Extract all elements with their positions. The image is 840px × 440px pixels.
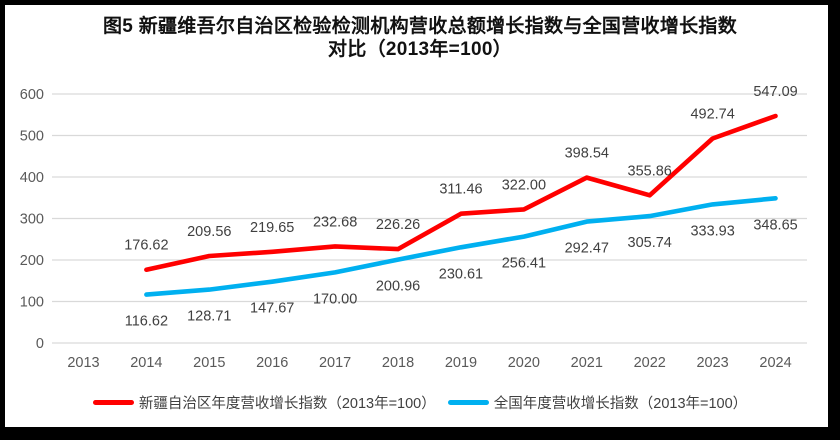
data-label-national: 170.00	[313, 291, 357, 307]
data-label-xinjiang: 226.26	[376, 217, 420, 233]
data-label-xinjiang: 232.68	[313, 214, 357, 230]
data-label-xinjiang: 398.54	[565, 146, 609, 162]
data-label-national: 292.47	[565, 241, 609, 257]
y-axis-tick-label: 100	[20, 295, 44, 311]
chart-title-line1: 图5 新疆维吾尔自治区检验检测机构营收总额增长指数与全国营收增长指数	[102, 16, 738, 37]
legend-label-xinjiang: 新疆自治区年度营收增长指数（2013年=100）	[138, 395, 436, 412]
legend-line-national-icon	[447, 399, 489, 405]
data-label-xinjiang: 547.09	[753, 84, 797, 100]
y-axis-tick-label: 600	[20, 87, 44, 103]
series-line-national	[144, 196, 778, 297]
y-axis-tick-label: 300	[20, 212, 44, 228]
data-label-national: 348.65	[753, 217, 797, 233]
x-axis-tick-label: 2018	[382, 355, 414, 371]
x-axis-tick-label: 2020	[508, 355, 540, 371]
chart-title: 图5 新疆维吾尔自治区检验检测机构营收总额增长指数与全国营收增长指数 对比（20…	[0, 15, 840, 61]
y-axis-tick-label: 400	[20, 170, 44, 186]
data-label-national: 305.74	[628, 235, 672, 251]
x-axis-tick-label: 2014	[130, 355, 162, 371]
data-label-xinjiang: 492.74	[690, 107, 734, 123]
data-label-xinjiang: 322.00	[502, 177, 546, 193]
data-label-xinjiang: 355.86	[628, 163, 672, 179]
data-label-national: 333.93	[690, 223, 734, 239]
data-label-xinjiang: 311.46	[439, 182, 482, 198]
data-label-national: 147.67	[250, 301, 294, 317]
x-axis-tick-label: 2021	[571, 355, 603, 371]
x-axis-tick-label: 2013	[67, 355, 99, 371]
data-label-national: 128.71	[187, 309, 231, 325]
legend-item-xinjiang: 新疆自治区年度营收增长指数（2013年=100）	[92, 392, 436, 413]
y-axis-tick-label: 200	[20, 253, 44, 269]
series-line-xinjiang	[144, 113, 778, 273]
chart-legend: 新疆自治区年度营收增长指数（2013年=100） 全国年度营收增长指数（2013…	[0, 391, 840, 413]
x-axis-tick-label: 2015	[193, 355, 225, 371]
x-axis-tick-label: 2016	[256, 355, 288, 371]
x-axis-tick-label: 2024	[759, 355, 791, 371]
x-axis-tick-label: 2023	[696, 355, 728, 371]
data-label-national: 116.62	[125, 314, 168, 330]
y-axis-tick-label: 0	[36, 336, 44, 352]
y-axis-tick-label: 500	[20, 129, 44, 145]
legend-label-national: 全国年度营收增长指数（2013年=100）	[493, 395, 748, 412]
data-label-national: 200.96	[376, 279, 420, 295]
legend-line-xinjiang-icon	[92, 399, 134, 405]
data-label-national: 230.61	[439, 266, 483, 282]
legend-item-national: 全国年度营收增长指数（2013年=100）	[447, 392, 748, 413]
x-axis-tick-label: 2022	[634, 355, 666, 371]
data-label-national: 256.41	[502, 256, 546, 272]
data-label-xinjiang: 209.56	[187, 224, 231, 240]
data-label-xinjiang: 176.62	[124, 238, 168, 254]
x-axis-tick-label: 2019	[445, 355, 477, 371]
chart-title-line2: 对比（2013年=100）	[328, 39, 512, 60]
data-label-xinjiang: 219.65	[250, 220, 294, 236]
x-axis-tick-label: 2017	[319, 355, 351, 371]
